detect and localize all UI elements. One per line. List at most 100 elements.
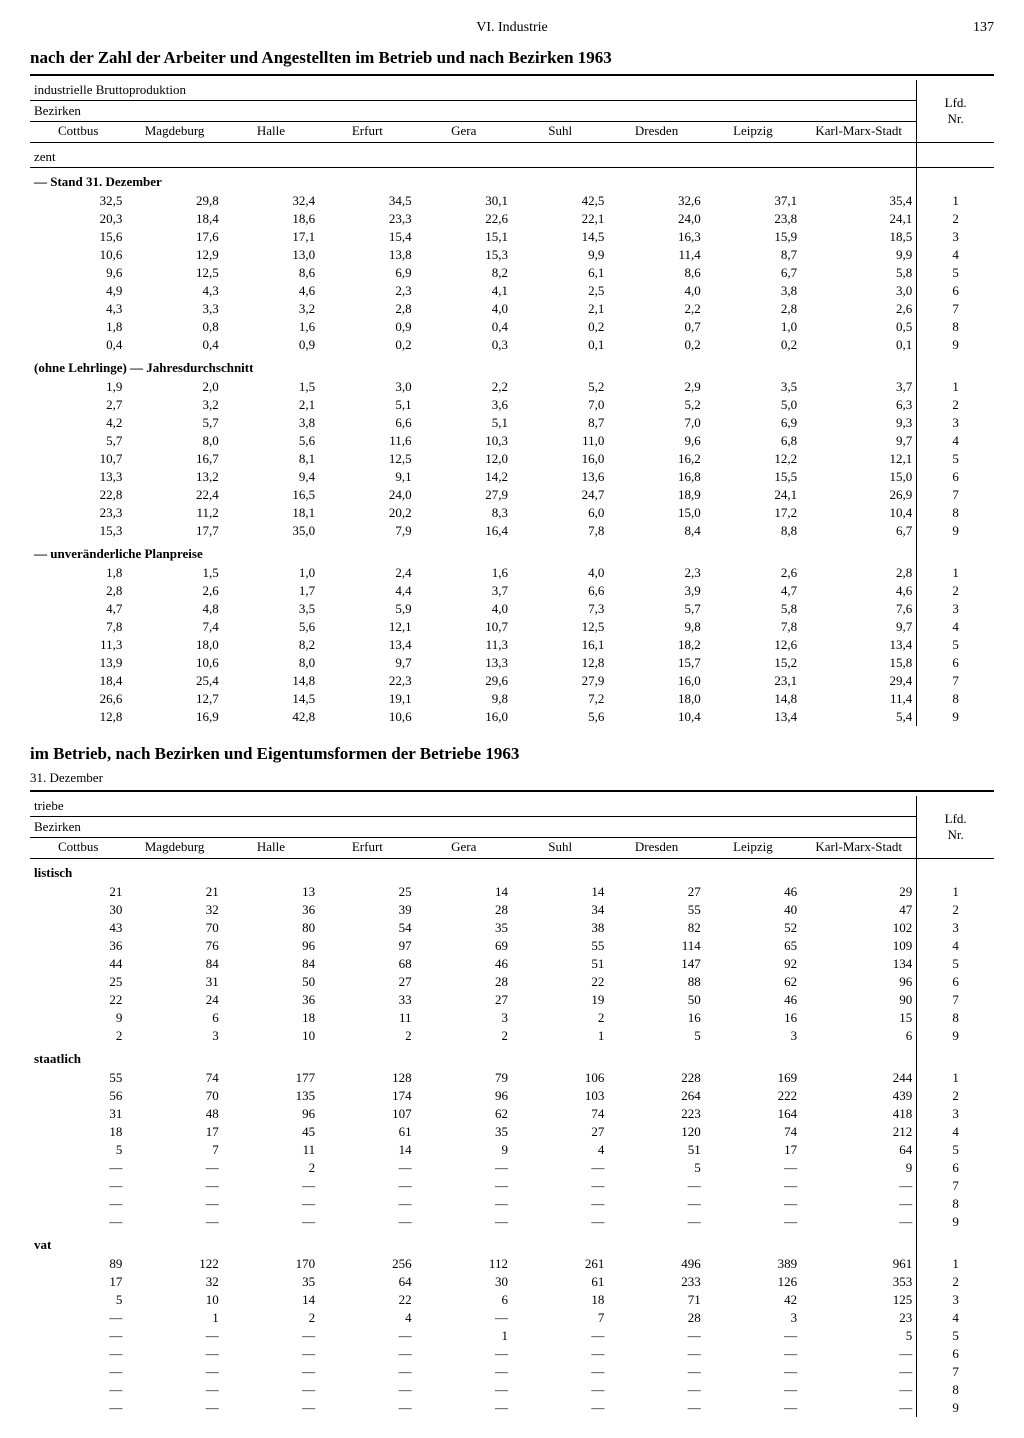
- table-cell: 32: [126, 1273, 222, 1291]
- table-cell: 496: [608, 1255, 704, 1273]
- table-cell: 7,4: [126, 618, 222, 636]
- table-cell: 14,5: [223, 690, 319, 708]
- table-cell: 1,6: [416, 564, 512, 582]
- table-cell: 34,5: [319, 192, 415, 210]
- table-cell: 3: [126, 1027, 222, 1045]
- table-cell: 3: [416, 1009, 512, 1027]
- table-cell: 38: [512, 919, 608, 937]
- table-cell: 169: [705, 1069, 801, 1087]
- table-cell: 31: [30, 1105, 126, 1123]
- table-cell: 16: [608, 1009, 704, 1027]
- table-cell: 33: [319, 991, 415, 1009]
- table-cell: 48: [126, 1105, 222, 1123]
- table-cell: 96: [416, 1087, 512, 1105]
- table-cell: 1,7: [223, 582, 319, 600]
- table-cell: 2: [319, 1027, 415, 1045]
- table-cell: 4: [512, 1141, 608, 1159]
- table-cell: —: [608, 1177, 704, 1195]
- table-cell: 1,6: [223, 318, 319, 336]
- table-cell: 7,0: [608, 414, 704, 432]
- table-cell: 19: [512, 991, 608, 1009]
- table-cell: 88: [608, 973, 704, 991]
- table-cell: 13,2: [126, 468, 222, 486]
- table-cell: —: [30, 1381, 126, 1399]
- table-cell: 44: [30, 955, 126, 973]
- table-cell: —: [319, 1195, 415, 1213]
- table-row: 5574177128791062281692441: [30, 1069, 994, 1087]
- table-cell: 18,4: [30, 672, 126, 690]
- page-number: 137: [944, 20, 994, 36]
- table-cell: 24,1: [705, 486, 801, 504]
- table-cell: 24,0: [608, 210, 704, 228]
- table-cell: 27: [512, 1123, 608, 1141]
- table-cell: 18,0: [608, 690, 704, 708]
- table-cell: —: [126, 1159, 222, 1177]
- column-header: Dresden: [608, 122, 704, 143]
- table-cell: 3,3: [126, 300, 222, 318]
- table-cell: 29,4: [801, 672, 917, 690]
- table-cell: —: [319, 1213, 415, 1231]
- table-cell: 8,2: [223, 636, 319, 654]
- table-cell: 22: [30, 991, 126, 1009]
- table-cell: 29: [801, 883, 917, 901]
- table-cell: —: [223, 1345, 319, 1363]
- table-cell: 8: [917, 1381, 994, 1399]
- table-cell: 8,8: [705, 522, 801, 540]
- table-cell: 32,5: [30, 192, 126, 210]
- table-cell: 16,0: [512, 450, 608, 468]
- page-header: VI. Industrie 137: [30, 20, 994, 36]
- table-cell: 23,1: [705, 672, 801, 690]
- table-cell: 16,7: [126, 450, 222, 468]
- table-cell: 30,1: [416, 192, 512, 210]
- table-cell: 2,2: [608, 300, 704, 318]
- table-cell: —: [705, 1327, 801, 1345]
- chapter-label: VI. Industrie: [80, 20, 944, 36]
- table-cell: —: [416, 1381, 512, 1399]
- table-cell: 4,4: [319, 582, 415, 600]
- table-cell: 54: [319, 919, 415, 937]
- table-header1: triebe: [30, 796, 917, 817]
- table-cell: 17,1: [223, 228, 319, 246]
- table-cell: 15,8: [801, 654, 917, 672]
- table-cell: —: [608, 1381, 704, 1399]
- table-cell: 2,4: [319, 564, 415, 582]
- table-cell: 109: [801, 937, 917, 955]
- table-cell: 90: [801, 991, 917, 1009]
- table-cell: 3: [917, 1291, 994, 1309]
- table-cell: —: [30, 1345, 126, 1363]
- table-cell: 2,6: [705, 564, 801, 582]
- table-cell: 5: [917, 450, 994, 468]
- table-cell: 8: [917, 1195, 994, 1213]
- table-row: 13,910,68,09,713,312,815,715,215,86: [30, 654, 994, 672]
- table-cell: 13,4: [801, 636, 917, 654]
- table-cell: 4,6: [801, 582, 917, 600]
- table-cell: 1: [126, 1309, 222, 1327]
- table-cell: 5,6: [223, 618, 319, 636]
- table-cell: 6: [917, 1159, 994, 1177]
- table-cell: 8,4: [608, 522, 704, 540]
- table-row: 15,317,735,07,916,47,88,48,86,79: [30, 522, 994, 540]
- table-row: 23,311,218,120,28,36,015,017,210,48: [30, 504, 994, 522]
- table-cell: 6: [416, 1291, 512, 1309]
- table-cell: 256: [319, 1255, 415, 1273]
- table-row: 961811321616158: [30, 1009, 994, 1027]
- table-cell: 36: [223, 991, 319, 1009]
- table-cell: 353: [801, 1273, 917, 1291]
- table-cell: 15: [801, 1009, 917, 1027]
- table-cell: —: [319, 1327, 415, 1345]
- table-cell: 4,0: [416, 300, 512, 318]
- table-row: 43708054353882521023: [30, 919, 994, 937]
- table-cell: 2,3: [608, 564, 704, 582]
- table-cell: 1: [917, 883, 994, 901]
- table-cell: 125: [801, 1291, 917, 1309]
- table-cell: 12,1: [801, 450, 917, 468]
- table-cell: —: [608, 1195, 704, 1213]
- table-cell: —: [801, 1399, 917, 1417]
- table-cell: 2,2: [416, 378, 512, 396]
- table-cell: —: [416, 1177, 512, 1195]
- table-cell: 2: [917, 396, 994, 414]
- table-row: —————————7: [30, 1177, 994, 1195]
- table-cell: 16,3: [608, 228, 704, 246]
- table-cell: 6,6: [512, 582, 608, 600]
- table-cell: 1: [917, 192, 994, 210]
